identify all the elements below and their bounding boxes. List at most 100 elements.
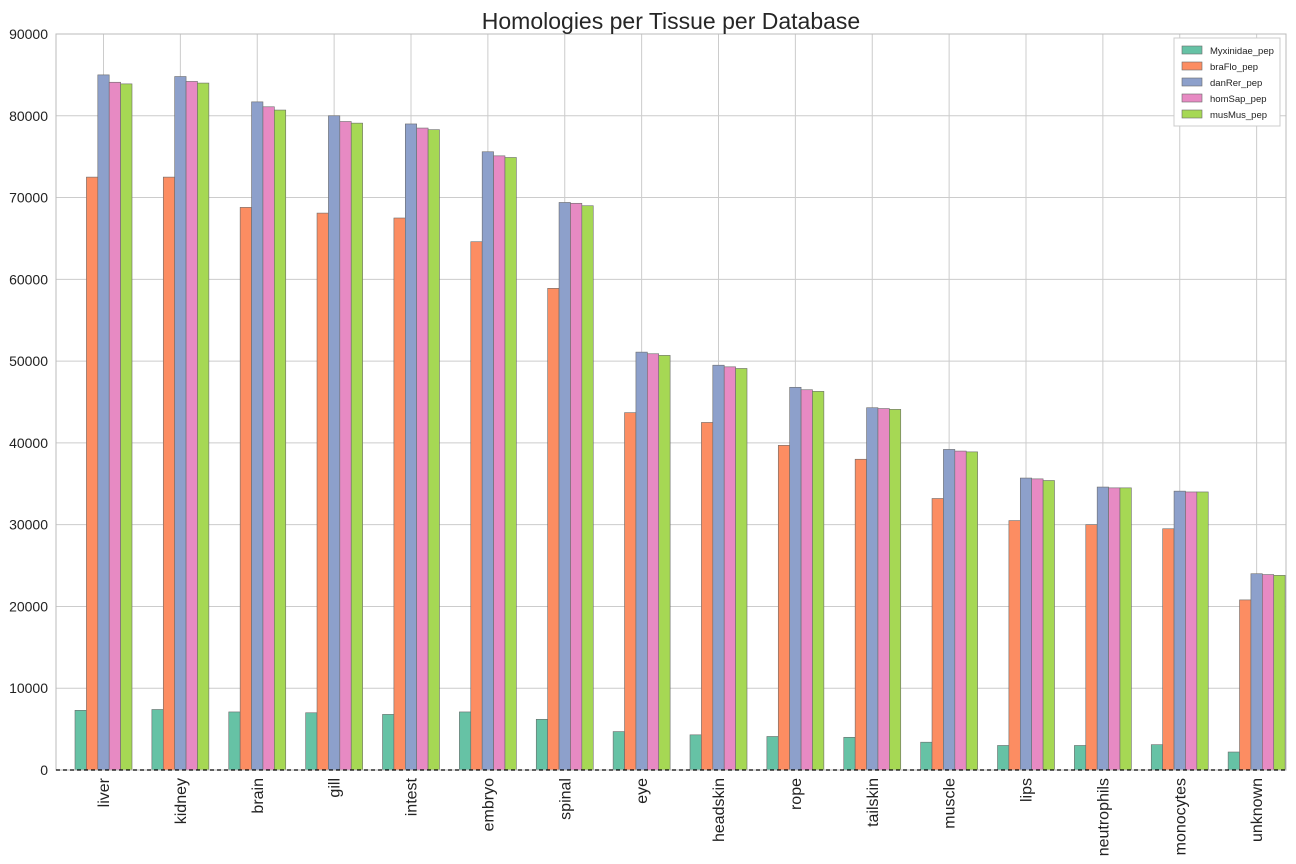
bar-embryo-Myxinidae_pep: [459, 711, 472, 771]
bar-intest-musMus_pep: [427, 129, 440, 771]
bar-lips-homSap_pep: [1031, 478, 1044, 771]
x-tick-label: liver: [96, 777, 113, 807]
bar-eye-braFlo_pep: [624, 412, 637, 771]
bar-lips-danRer_pep: [1019, 477, 1032, 771]
x-tick-label: intest: [404, 777, 421, 816]
x-tick-label: brain: [250, 778, 267, 814]
y-tick-label: 50000: [9, 353, 48, 369]
legend-swatch: [1181, 77, 1203, 87]
bar-tailskin-homSap_pep: [877, 408, 890, 771]
bar-rope-braFlo_pep: [777, 445, 790, 771]
bar-liver-danRer_pep: [97, 74, 110, 771]
x-tick-label: neutrophils: [1095, 778, 1112, 856]
bar-rope-homSap_pep: [800, 389, 813, 771]
y-tick-label: 10000: [9, 680, 48, 696]
bar-muscle-musMus_pep: [965, 451, 978, 771]
bar-gill-homSap_pep: [339, 121, 352, 771]
bar-intest-danRer_pep: [404, 123, 417, 771]
bars: [74, 74, 1286, 771]
legend: Myxinidae_pep braFlo_pep danRer_pep homSap_…: [1173, 37, 1281, 127]
bar-headskin-braFlo_pep: [701, 422, 714, 771]
bar-embryo-homSap_pep: [493, 155, 506, 771]
bar-headskin-danRer_pep: [712, 364, 725, 771]
bar-spinal-braFlo_pep: [547, 288, 560, 771]
bar-eye-homSap_pep: [647, 353, 660, 771]
bar-gill-musMus_pep: [350, 122, 363, 771]
plot-frame: [55, 33, 1287, 771]
bar-headskin-musMus_pep: [735, 368, 748, 771]
bar-brain-homSap_pep: [262, 106, 275, 771]
x-tick-label: muscle: [942, 778, 959, 829]
y-tick-label: 90000: [9, 26, 48, 42]
x-tick-label: kidney: [173, 778, 190, 824]
x-tick-label: rope: [788, 778, 805, 810]
legend-swatch: [1181, 61, 1203, 71]
bar-unknown-Myxinidae_pep: [1227, 751, 1240, 771]
bar-monocytes-Myxinidae_pep: [1150, 744, 1163, 771]
x-tick-label: embryo: [480, 778, 497, 831]
legend-label: musMus_pep: [1210, 110, 1267, 121]
bar-gill-Myxinidae_pep: [305, 712, 318, 771]
bar-brain-Myxinidae_pep: [228, 711, 241, 771]
bar-liver-Myxinidae_pep: [74, 710, 87, 771]
legend-label: danRer_pep: [1210, 78, 1262, 89]
bar-rope-Myxinidae_pep: [766, 736, 779, 771]
bar-brain-musMus_pep: [274, 109, 287, 771]
bar-brain-braFlo_pep: [239, 207, 252, 771]
bar-spinal-musMus_pep: [581, 205, 594, 771]
bar-rope-danRer_pep: [789, 386, 802, 771]
bar-intest-braFlo_pep: [393, 217, 406, 771]
bar-eye-danRer_pep: [635, 351, 648, 771]
bar-neutrophils-braFlo_pep: [1085, 524, 1098, 771]
bar-lips-musMus_pep: [1042, 480, 1055, 771]
bar-neutrophils-danRer_pep: [1096, 486, 1109, 771]
y-tick-label: 0: [40, 762, 48, 778]
bar-monocytes-homSap_pep: [1185, 491, 1198, 771]
bar-tailskin-Myxinidae_pep: [843, 736, 856, 771]
bar-embryo-danRer_pep: [481, 151, 494, 771]
bar-tailskin-danRer_pep: [866, 407, 879, 771]
x-axis-ticks: liver kidney brain gill intest embryo spinal ey…: [96, 777, 1266, 856]
x-tick-label: spinal: [557, 778, 574, 820]
bar-kidney-Myxinidae_pep: [151, 709, 164, 771]
bar-liver-musMus_pep: [120, 83, 133, 771]
bar-liver-braFlo_pep: [86, 176, 99, 771]
bar-neutrophils-homSap_pep: [1108, 487, 1121, 771]
bar-muscle-danRer_pep: [943, 449, 956, 771]
bar-unknown-musMus_pep: [1273, 575, 1286, 771]
bar-tailskin-musMus_pep: [889, 409, 902, 771]
bar-kidney-braFlo_pep: [162, 176, 175, 771]
bar-headskin-Myxinidae_pep: [689, 734, 702, 771]
bar-eye-Myxinidae_pep: [612, 731, 625, 771]
bar-gill-danRer_pep: [328, 115, 341, 771]
bar-monocytes-danRer_pep: [1173, 490, 1186, 771]
bar-spinal-Myxinidae_pep: [535, 718, 548, 771]
y-axis-ticks: 0 10000 20000 30000 40000 50000 60000 70000 8000…: [9, 26, 48, 778]
bar-tailskin-braFlo_pep: [854, 458, 867, 771]
bar-unknown-braFlo_pep: [1239, 599, 1252, 771]
bar-lips-braFlo_pep: [1008, 520, 1021, 771]
bar-kidney-danRer_pep: [174, 76, 187, 771]
legend-label: Myxinidae_pep: [1210, 46, 1274, 57]
bar-lips-Myxinidae_pep: [997, 745, 1010, 771]
legend-swatch: [1181, 93, 1203, 103]
y-tick-label: 70000: [9, 190, 48, 206]
x-tick-label: tailskin: [865, 778, 882, 827]
bar-intest-Myxinidae_pep: [382, 714, 395, 771]
legend-label: braFlo_pep: [1210, 62, 1258, 73]
bar-brain-danRer_pep: [251, 101, 264, 771]
x-tick-label: unknown: [1249, 778, 1266, 842]
legend-swatch: [1181, 45, 1203, 55]
bar-muscle-braFlo_pep: [931, 498, 944, 771]
bar-monocytes-braFlo_pep: [1162, 528, 1175, 771]
bar-liver-homSap_pep: [108, 81, 121, 771]
bar-embryo-braFlo_pep: [470, 241, 483, 771]
bar-neutrophils-musMus_pep: [1119, 487, 1132, 771]
bar-kidney-homSap_pep: [185, 81, 198, 771]
x-tick-label: headskin: [711, 778, 728, 842]
x-tick-label: lips: [1019, 778, 1036, 802]
bar-kidney-musMus_pep: [197, 82, 210, 771]
bar-eye-musMus_pep: [658, 355, 671, 771]
